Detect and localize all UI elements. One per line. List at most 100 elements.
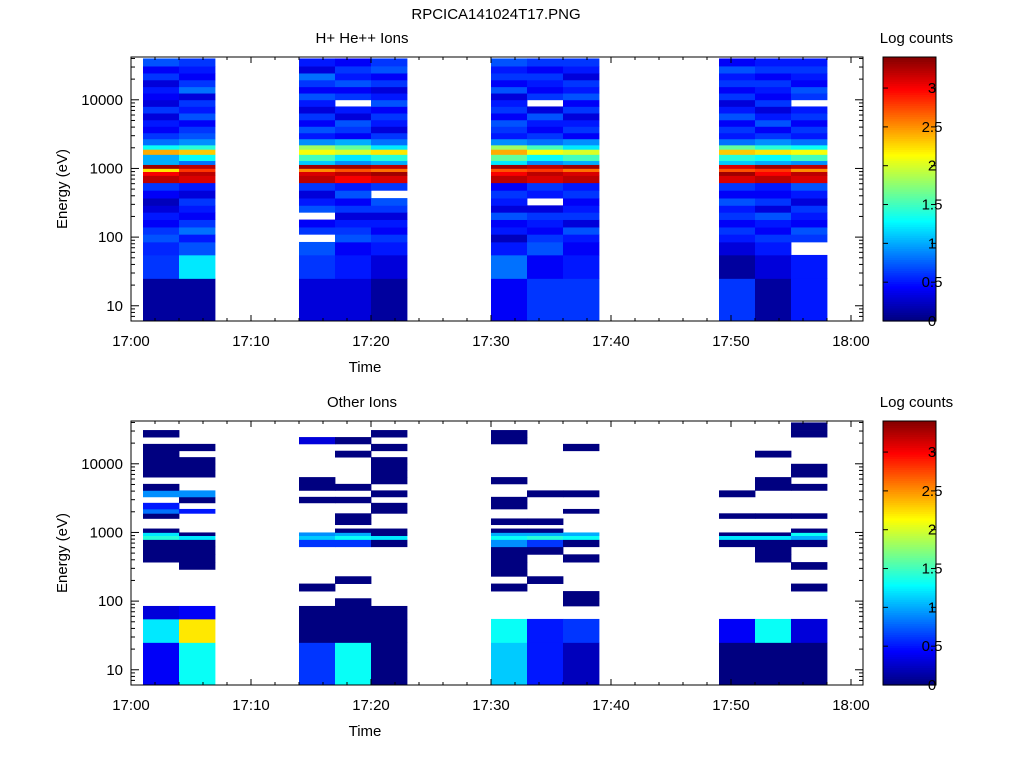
heatmap-cell <box>299 138 336 146</box>
heatmap-cell <box>563 443 600 452</box>
heatmap-cell <box>491 227 528 235</box>
heatmap-cell <box>755 58 792 67</box>
heatmap-cell <box>791 618 828 643</box>
heatmap-cell <box>179 198 216 206</box>
colorbar-segment <box>883 195 936 199</box>
heatmap-cell <box>755 254 792 279</box>
heatmap-cell <box>491 532 528 536</box>
colorbar-segment <box>883 570 936 574</box>
heatmap-cell <box>755 149 792 155</box>
heatmap-cell <box>299 539 336 548</box>
heatmap-cell <box>791 160 828 165</box>
colorbar-segment <box>883 72 936 76</box>
heatmap-cell <box>371 430 408 438</box>
colorbar-segment <box>883 109 936 113</box>
colorbar-segment <box>883 105 936 109</box>
colorbar-segment <box>883 296 936 300</box>
colorbar-segment <box>883 447 936 451</box>
colorbar-tick-label: 2.5 <box>922 119 943 136</box>
heatmap-cell <box>491 477 528 485</box>
heatmap-cell <box>719 642 756 686</box>
colorbar-segment <box>883 274 936 278</box>
heatmap-cell <box>563 168 600 172</box>
colorbar-segment <box>883 305 936 309</box>
y-axis-label: Energy (eV) <box>54 149 71 229</box>
heatmap-cell <box>143 149 180 155</box>
colorbar-segment <box>883 579 936 583</box>
heatmap-cell <box>527 234 564 243</box>
heatmap-cell <box>179 138 216 146</box>
heatmap-cell <box>299 642 336 686</box>
heatmap-cell <box>755 483 792 491</box>
heatmap-cell <box>179 490 216 498</box>
heatmap-cell <box>755 126 792 134</box>
heatmap-cell <box>791 642 828 686</box>
heatmap-cell <box>299 93 336 101</box>
heatmap-cell <box>299 160 336 165</box>
colorbar-segment <box>883 250 936 254</box>
heatmap-cell <box>791 205 828 213</box>
x-tick-label: 18:00 <box>832 333 870 350</box>
colorbar-segment <box>883 191 936 194</box>
heatmap-cell <box>179 532 216 536</box>
colorbar-segment <box>883 559 936 563</box>
heatmap-cell <box>719 182 756 191</box>
heatmap-cell <box>179 171 216 176</box>
heatmap-cell <box>143 227 180 235</box>
heatmap-cell <box>179 164 216 169</box>
colorbar-segment <box>883 476 936 479</box>
heatmap-cell <box>563 113 600 121</box>
colorbar-segment <box>883 226 936 230</box>
colorbar-segment <box>883 233 936 236</box>
heatmap-cell <box>143 490 180 498</box>
colorbar-segment <box>883 526 936 530</box>
heatmap-cell <box>335 175 372 184</box>
heatmap-cell <box>527 227 564 235</box>
colorbar-segment <box>883 449 936 453</box>
heatmap-cell <box>299 437 336 445</box>
heatmap-cell <box>791 539 828 548</box>
heatmap-cell <box>719 126 756 134</box>
heatmap-cell <box>791 86 828 94</box>
heatmap-cell <box>299 182 336 191</box>
y-tick-label: 10000 <box>81 456 123 473</box>
heatmap-cell <box>491 518 528 526</box>
colorbar-segment <box>883 310 936 313</box>
colorbar-segment <box>883 180 936 183</box>
heatmap-cell <box>491 190 528 199</box>
heatmap-cell <box>179 93 216 101</box>
heatmap-cell <box>527 126 564 134</box>
colorbar-label: Log counts <box>880 394 953 411</box>
y-tick-label: 10 <box>106 298 123 315</box>
colorbar-tick-label: 2.5 <box>922 483 943 500</box>
colorbar-segment <box>883 175 936 179</box>
colorbar-segment <box>883 643 936 646</box>
heatmap-cell <box>179 219 216 228</box>
heatmap-cell <box>491 241 528 256</box>
heatmap-cell <box>491 144 528 150</box>
colorbar-segment <box>883 186 936 190</box>
colorbar-segment <box>883 112 936 115</box>
heatmap-cell <box>755 79 792 88</box>
heatmap-cell <box>491 168 528 172</box>
colorbar-segment <box>883 140 936 144</box>
heatmap-cell <box>371 241 408 256</box>
colorbar-segment <box>883 590 936 594</box>
heatmap-cell <box>143 513 180 519</box>
heatmap-cell <box>143 182 180 191</box>
heatmap-cell <box>755 144 792 150</box>
heatmap-cell <box>563 234 600 243</box>
heatmap-cell <box>791 132 828 140</box>
colorbar-segment <box>883 182 936 186</box>
colorbar-segment <box>883 277 936 280</box>
colorbar-segment <box>883 202 936 205</box>
colorbar-segment <box>883 246 936 249</box>
heatmap-cell <box>755 171 792 176</box>
heatmap-cell <box>791 532 828 536</box>
heatmap-cell <box>335 254 372 279</box>
heatmap-cell <box>719 212 756 220</box>
heatmap-cell <box>371 502 408 510</box>
heatmap-cell <box>755 205 792 213</box>
colorbar-segment <box>883 645 936 649</box>
heatmap-cell <box>299 175 336 184</box>
